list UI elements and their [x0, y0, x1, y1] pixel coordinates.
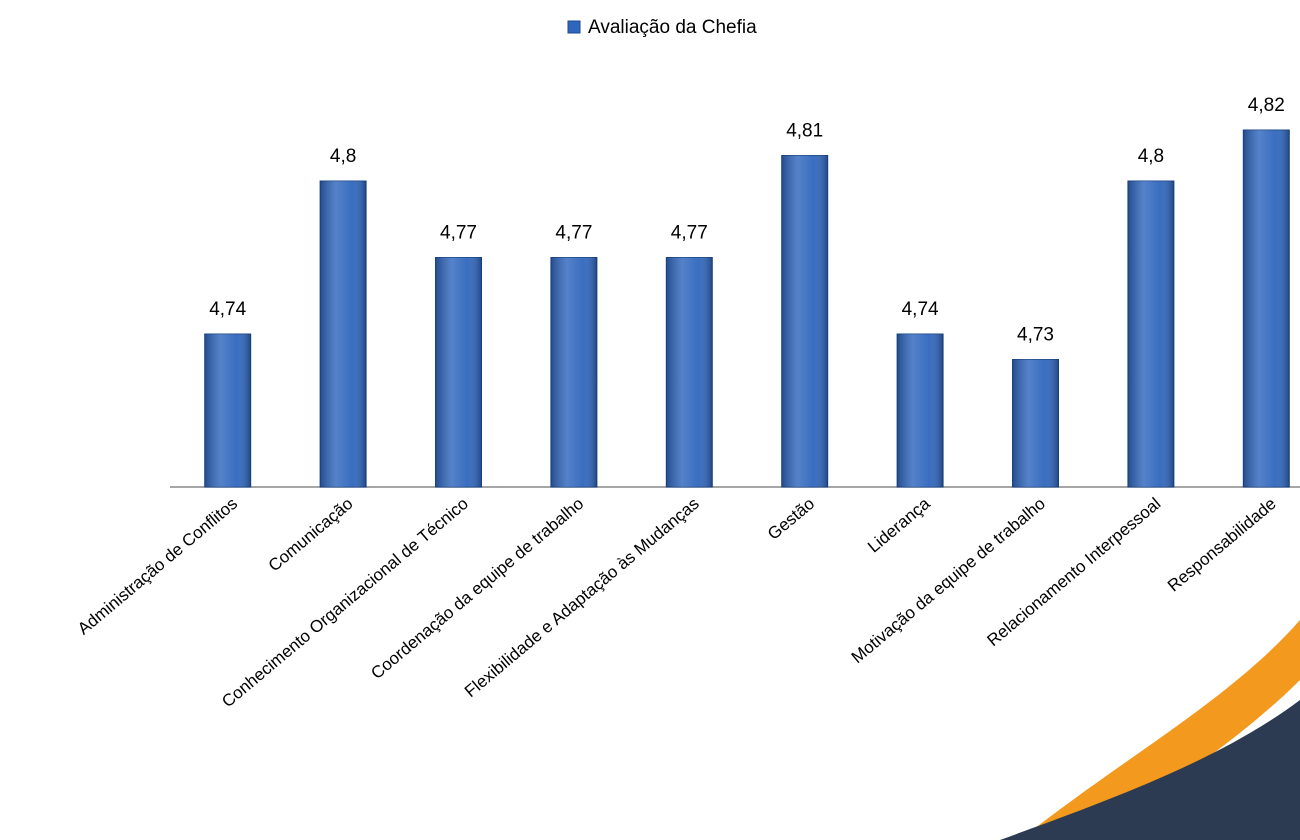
legend-swatch: [567, 20, 581, 34]
legend-label: Avaliação da Chefia: [588, 17, 757, 38]
x-tick-label: Administração de Conflitos: [74, 494, 241, 639]
value-label: 4,81: [786, 121, 823, 142]
bar-shade: [320, 181, 367, 487]
value-label: 4,8: [1138, 146, 1164, 167]
value-label: 4,82: [1248, 95, 1285, 116]
value-label: 4,77: [555, 223, 592, 244]
bar-shade: [550, 257, 597, 487]
value-label: 4,77: [671, 223, 708, 244]
value-label: 4,8: [330, 146, 356, 167]
bar-shade: [435, 257, 482, 487]
x-tick-label: Motivação da equipe de trabalho: [848, 494, 1049, 667]
bar-shade: [1012, 359, 1059, 487]
value-label: 4,77: [440, 223, 477, 244]
bar-shade: [1127, 181, 1174, 487]
decor-navy: [1000, 700, 1300, 840]
x-tick-label: Comunicação: [265, 494, 357, 575]
value-label: 4,74: [902, 299, 939, 320]
bar-shade: [897, 334, 944, 487]
x-tick-label: Coordenação da equipe de trabalho: [367, 494, 587, 683]
x-tick-label: Liderança: [864, 494, 934, 557]
x-tick-label: Gestão: [764, 494, 818, 544]
bar-shade: [666, 257, 713, 487]
x-tick-label: Responsabilidade: [1164, 494, 1280, 595]
bar-shade: [1243, 130, 1290, 487]
value-label: 4,73: [1017, 325, 1054, 346]
bar-shade: [781, 155, 828, 487]
x-tick-label: Flexibilidade e Adaptação às Mudanças: [461, 494, 703, 701]
bar-shade: [204, 334, 251, 487]
x-tick-label: Conhecimento Organizacional de Técnico: [218, 494, 472, 711]
value-label: 4,74: [209, 299, 246, 320]
